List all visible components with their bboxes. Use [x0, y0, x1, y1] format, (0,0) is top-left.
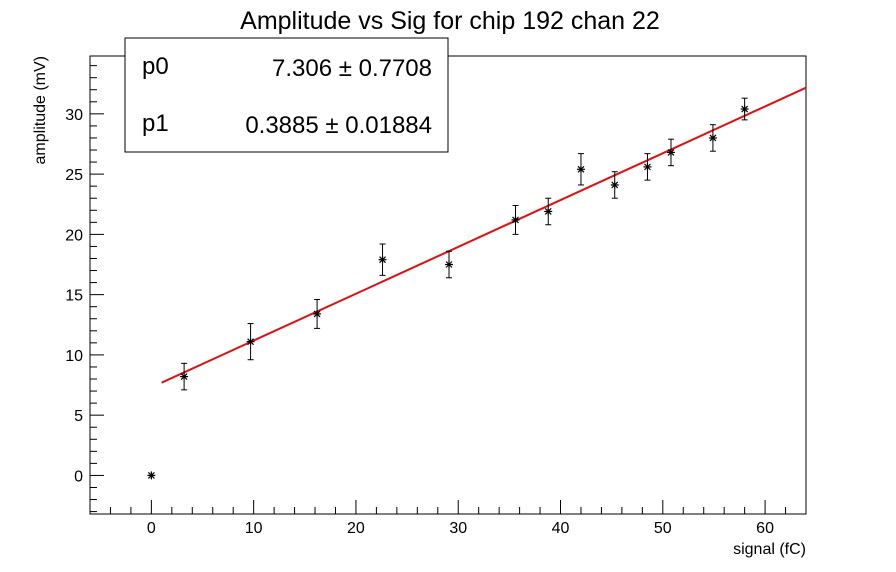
y-tick-label: 0 — [74, 468, 83, 485]
data-point — [246, 323, 255, 361]
y-axis: 0 5 10 15 20 25 30 — [65, 65, 104, 513]
y-tick-label: 5 — [74, 408, 83, 425]
y-tick-label: 10 — [65, 348, 83, 365]
stat-p1-estimate: 0.3885 — [245, 112, 318, 139]
fit-stats-box: p0 7.306 ± 0.7708 p1 0.3885 ± 0.01884 — [124, 37, 449, 153]
stat-p0-error: 0.7708 — [359, 55, 432, 82]
data-point — [544, 197, 553, 226]
data-point — [643, 153, 652, 181]
stat-p1-error: 0.01884 — [345, 112, 432, 139]
x-axis: 0 10 20 30 40 50 60 — [89, 500, 807, 537]
fit-stats-frame — [124, 37, 449, 153]
data-point — [180, 362, 189, 391]
data-points — [147, 97, 749, 480]
chart-title: Amplitude vs Sig for chip 192 chan 22 — [240, 7, 660, 35]
stat-p1-name: p1 — [142, 110, 169, 137]
stat-p0-name: p0 — [142, 53, 169, 80]
data-point — [445, 250, 454, 279]
y-tick-label: 30 — [65, 107, 83, 124]
data-point — [511, 204, 520, 235]
y-axis-label: amplitude (mV) — [32, 56, 49, 164]
data-point — [740, 97, 749, 121]
data-point — [666, 138, 675, 167]
fit-line — [161, 86, 807, 384]
y-tick-label: 20 — [65, 227, 83, 244]
data-point — [576, 153, 585, 186]
data-point — [378, 243, 387, 276]
x-tick-label: 50 — [654, 520, 672, 537]
x-tick-label: 10 — [245, 520, 263, 537]
stat-p1-value: 0.3885 ± 0.01884 — [245, 112, 432, 139]
data-point — [313, 298, 322, 329]
data-point — [147, 471, 156, 480]
y-tick-label: 25 — [65, 167, 83, 184]
x-tick-label: 40 — [552, 520, 570, 537]
x-tick-label: 20 — [347, 520, 365, 537]
x-tick-label: 30 — [449, 520, 467, 537]
x-tick-label: 60 — [756, 520, 774, 537]
data-point — [610, 171, 619, 199]
stat-p0-estimate: 7.306 — [272, 55, 332, 82]
x-tick-label: 0 — [147, 520, 156, 537]
x-axis-label: signal (fC) — [733, 541, 806, 558]
fit-line-segment — [161, 86, 807, 384]
stat-p0-value: 7.306 ± 0.7708 — [272, 55, 432, 82]
y-tick-label: 15 — [65, 288, 83, 305]
data-point — [708, 124, 717, 152]
